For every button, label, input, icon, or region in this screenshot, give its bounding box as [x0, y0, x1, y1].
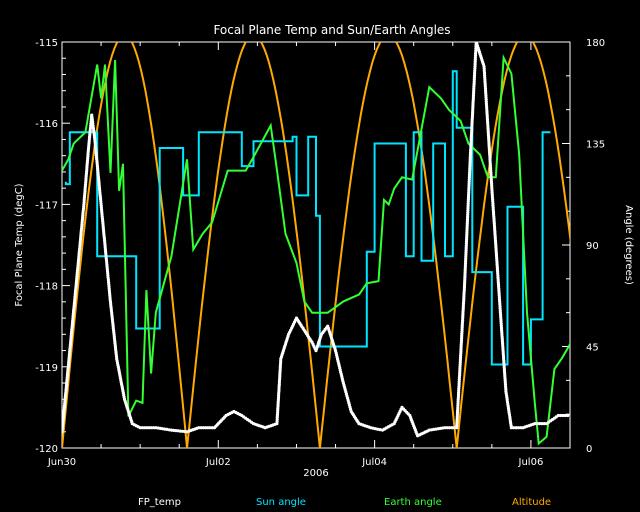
legend-fp-temp: FP_temp	[138, 497, 181, 508]
left-tick-label: -116	[35, 119, 58, 130]
x-tick-label: Jul02	[205, 457, 231, 468]
fp-temp-point	[197, 426, 201, 430]
fp-temp-point	[540, 422, 544, 426]
series-sun-angle-line	[64, 70, 551, 366]
fp-temp-point	[93, 137, 97, 141]
left-axis-ticks: -120 -119 -118 -117 -116 -115	[35, 38, 70, 455]
fp-temp-point	[206, 426, 210, 430]
fp-temp-point	[147, 426, 151, 430]
fp-temp-point	[470, 124, 474, 128]
series-layer	[62, 42, 570, 448]
fp-temp-point	[178, 429, 182, 433]
x-axis-ticks: Jun30 Jul02 Jul04 Jul06	[47, 42, 544, 468]
fp-temp-point	[488, 153, 492, 157]
fp-temp-point	[469, 140, 473, 144]
right-tick-label: 0	[586, 444, 592, 455]
fp-temp-point	[489, 168, 493, 172]
legend-sun-angle: Sun angle	[256, 497, 306, 508]
legend-earth-angle: Earth angle	[384, 497, 442, 508]
x-axis-label: 2006	[303, 468, 328, 479]
fp-temp-point	[152, 426, 156, 430]
right-tick-label: 135	[586, 140, 605, 151]
fp-temp-point	[490, 184, 494, 188]
fp-temp-point	[512, 426, 516, 430]
fp-temp-point	[465, 217, 470, 221]
fp-temp-point	[514, 426, 518, 430]
fp-temp-point	[516, 426, 521, 430]
fp-temp-point	[97, 184, 101, 188]
fp-temp-point	[559, 413, 563, 418]
fp-temp-point	[464, 246, 468, 250]
fp-temp-point	[566, 413, 570, 418]
fp-temp-point	[203, 426, 208, 430]
fp-temp-point	[467, 186, 471, 190]
fp-temp-point	[472, 80, 476, 84]
fp-temp-point	[561, 413, 565, 418]
fp-temp-point	[463, 277, 467, 281]
fp-temp-point	[149, 426, 153, 430]
fp-temp-point	[563, 413, 567, 418]
series-earth-angle-line	[62, 54, 570, 446]
x-tick-label: Jun30	[47, 457, 76, 468]
fp-temp-point	[471, 95, 475, 99]
fp-temp-point	[199, 426, 203, 430]
fp-temp-point	[509, 426, 513, 430]
right-axis-ticks: 0 45 90 135 180	[562, 38, 605, 455]
fp-temp-point	[485, 106, 489, 110]
fp-temp-point	[448, 426, 452, 430]
y-axis-label-right: Angle (degrees)	[623, 205, 634, 285]
fp-temp-point	[369, 426, 373, 430]
fp-temp-point	[452, 426, 456, 430]
fp-temp-point	[519, 426, 523, 430]
fp-temp-point	[450, 426, 454, 430]
legend: FP_temp Sun angle Earth angle Altitude	[138, 497, 551, 508]
left-tick-label: -117	[35, 200, 58, 211]
fp-temp-point	[208, 426, 212, 430]
fp-temp-point	[172, 428, 176, 432]
fp-temp-point	[465, 230, 469, 235]
legend-altitude: Altitude	[512, 497, 551, 508]
chart-title: Focal Plane Temp and Sun/Earth Angles	[213, 23, 450, 37]
x-tick-label: Jul04	[361, 457, 387, 468]
left-tick-label: -118	[35, 282, 58, 293]
right-tick-label: 90	[586, 241, 599, 252]
fp-temp-point	[535, 422, 539, 426]
x-tick-label: Jul06	[518, 457, 544, 468]
fp-temp-point	[471, 109, 475, 113]
left-tick-label: -115	[35, 38, 58, 49]
fp-temp-point	[556, 413, 560, 418]
fp-temp-point	[533, 422, 537, 426]
fp-temp-point	[468, 155, 472, 159]
fp-temp-point	[376, 427, 380, 431]
fp-temp-point	[486, 122, 490, 126]
fp-temp-point	[443, 426, 447, 430]
fp-temp-point	[445, 426, 449, 430]
right-tick-label: 180	[586, 38, 605, 49]
fp-temp-point	[542, 422, 546, 426]
fp-temp-point	[473, 64, 477, 68]
left-tick-label: -119	[35, 363, 58, 374]
fp-temp-point	[537, 422, 542, 426]
y-axis-label-left: Focal Plane Temp (degC)	[14, 183, 25, 306]
fp-temp-point	[96, 168, 100, 172]
fp-temp-point	[201, 426, 205, 430]
fp-temp-point	[484, 93, 488, 97]
fp-temp-point	[140, 426, 144, 430]
fp-temp-point	[468, 171, 472, 175]
right-tick-label: 45	[586, 343, 599, 354]
fp-temp-point	[474, 49, 478, 53]
fp-temp-point	[94, 153, 98, 157]
fp-temp-point	[487, 137, 491, 141]
fp-temp-point	[463, 261, 468, 266]
fp-temp-point	[143, 426, 147, 430]
plot-frame	[61, 41, 571, 449]
fp-temp-point	[466, 202, 470, 206]
fp-temp-point	[145, 426, 149, 430]
fp-temp-point	[138, 426, 142, 430]
fp-temp-point	[483, 78, 487, 82]
left-tick-label: -120	[35, 444, 58, 455]
fp-temp-point	[210, 426, 214, 430]
